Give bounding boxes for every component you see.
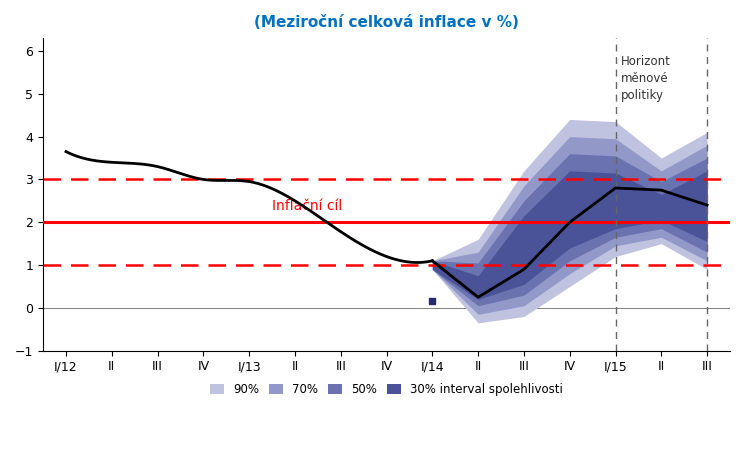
Text: Inflační cíl: Inflační cíl bbox=[272, 199, 342, 213]
Title: (Meziroční celková inflace v %): (Meziroční celková inflace v %) bbox=[254, 15, 519, 30]
Legend: 90%, 70%, 50%, 30% interval spolehlivosti: 90%, 70%, 50%, 30% interval spolehlivost… bbox=[205, 379, 568, 401]
Text: Horizont
měnové
politiky: Horizont měnové politiky bbox=[621, 55, 671, 102]
